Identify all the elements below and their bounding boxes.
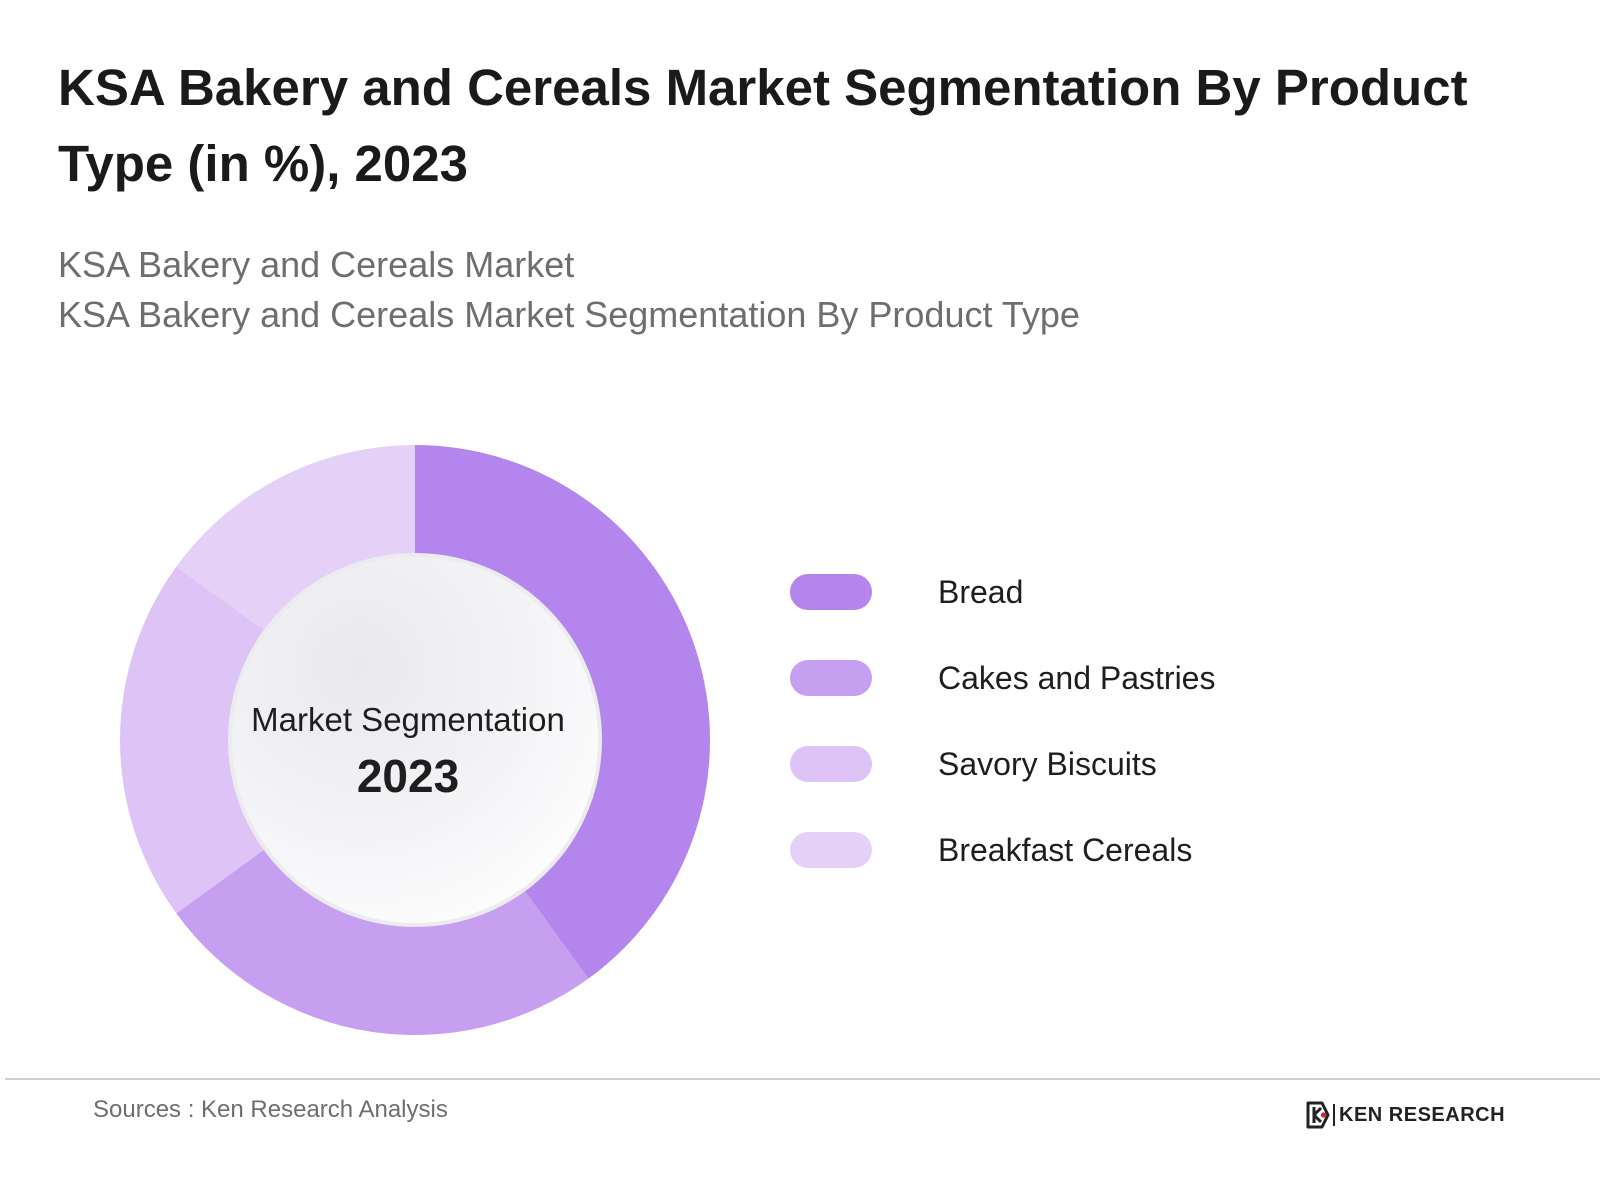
footer-divider: [5, 1078, 1600, 1080]
legend-swatch: [790, 832, 872, 868]
legend-swatch: [790, 660, 872, 696]
brand-name: KEN RESEARCH: [1339, 1103, 1506, 1126]
source-note: Sources : Ken Research Analysis: [93, 1096, 448, 1123]
donut-center-label: Market Segmentation 2023: [228, 700, 588, 812]
chart-title: KSA Bakery and Cereals Market Segmentati…: [58, 59, 1468, 192]
legend-label: Cakes and Pastries: [938, 660, 1216, 696]
legend-swatch: [790, 746, 872, 782]
center-label-year: 2023: [356, 750, 460, 802]
ken-research-logo: KEN RESEARCH: [1306, 1100, 1505, 1130]
legend-swatch: [790, 574, 872, 610]
logo-separator: [1333, 1104, 1335, 1126]
legend-label: Bread: [938, 574, 1024, 610]
ken-research-logo-icon: [1306, 1101, 1330, 1129]
center-label-title: Market Segmentation: [251, 701, 565, 738]
legend-label: Savory Biscuits: [938, 746, 1157, 782]
legend-label: Breakfast Cereals: [938, 832, 1193, 868]
subtitle-line-1: KSA Bakery and Cereals Market: [58, 244, 575, 285]
chart-subtitle: KSA Bakery and Cereals Market KSA Bakery…: [58, 240, 1358, 340]
subtitle-line-2: KSA Bakery and Cereals Market Segmentati…: [58, 294, 1080, 335]
donut-hole: [228, 553, 602, 927]
